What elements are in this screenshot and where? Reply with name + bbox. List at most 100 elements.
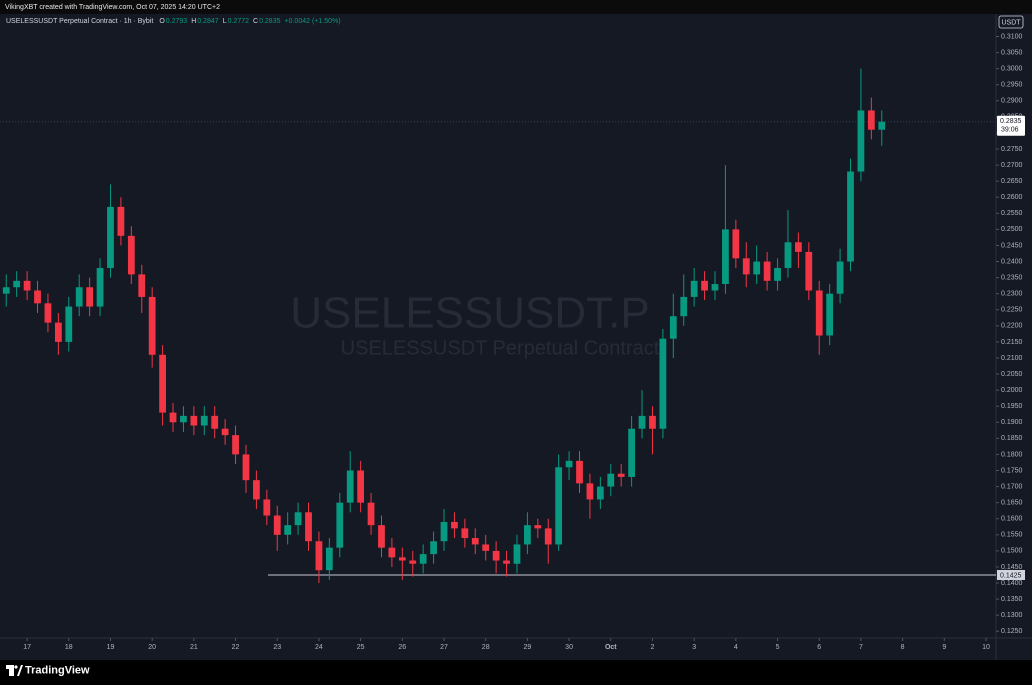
y-tick-label: 0.1700 xyxy=(1001,483,1023,490)
candle-body xyxy=(565,460,573,468)
candle-body xyxy=(617,473,625,477)
candle-body xyxy=(65,306,73,342)
y-tick-label: 0.1550 xyxy=(1001,532,1023,539)
candle-body xyxy=(513,544,521,564)
y-tick-label: 0.1850 xyxy=(1001,435,1023,442)
candle-body xyxy=(878,121,886,130)
candle-body xyxy=(190,415,198,426)
y-tick-label: 0.2700 xyxy=(1001,162,1023,169)
candle-body xyxy=(722,229,729,285)
candle-body xyxy=(13,280,21,288)
y-tick-label: 0.2350 xyxy=(1001,274,1023,281)
candle-body xyxy=(607,473,615,487)
currency-box[interactable] xyxy=(998,15,1024,29)
logo-shape xyxy=(9,665,14,676)
candle-body xyxy=(742,258,750,275)
candle-body xyxy=(117,206,125,236)
x-tick-label: 22 xyxy=(232,644,240,651)
ohlc-key: L xyxy=(223,18,227,25)
x-tick-label: 28 xyxy=(482,644,490,651)
x-tick-label: 29 xyxy=(523,644,531,651)
y-tick-label: 0.1900 xyxy=(1001,419,1023,426)
x-tick-label: 4 xyxy=(734,644,738,651)
candle-body xyxy=(180,415,187,423)
x-tick-label: 8 xyxy=(901,644,905,651)
y-tick-label: 0.3000 xyxy=(1001,65,1023,72)
x-tick-label: 3 xyxy=(692,644,696,651)
y-tick-label: 0.1650 xyxy=(1001,499,1023,506)
x-tick-label: 26 xyxy=(398,644,406,651)
x-tick-label: 19 xyxy=(107,644,115,651)
candle-body xyxy=(440,521,448,542)
ohlc-value: 0.2793 xyxy=(166,18,188,25)
candle-body xyxy=(242,454,250,481)
hline-label-box xyxy=(997,569,1025,580)
y-tick-label: 0.1450 xyxy=(1001,564,1023,571)
y-tick-label: 0.2050 xyxy=(1001,371,1023,378)
candle-body xyxy=(503,560,510,564)
candle-body xyxy=(409,560,417,564)
candle-body xyxy=(659,338,667,429)
candle-body xyxy=(127,235,135,275)
candle-body xyxy=(628,428,636,477)
candle-body xyxy=(75,287,83,307)
last-price-label: 0.2835 xyxy=(1000,118,1022,125)
legend: USELESSUSDT Perpetual Contract · 1h · By… xyxy=(6,18,341,25)
candle-body xyxy=(586,483,594,500)
y-tick-label: 0.2900 xyxy=(1001,98,1023,105)
y-tick-label: 0.1500 xyxy=(1001,548,1023,555)
y-tick-label: 0.3100 xyxy=(1001,33,1023,40)
candle-body xyxy=(253,480,260,500)
y-tick-label: 0.2300 xyxy=(1001,291,1023,298)
candle-body xyxy=(680,296,688,317)
y-tick-label: 0.2650 xyxy=(1001,178,1023,185)
last-price-box xyxy=(997,115,1025,136)
candle-body xyxy=(857,110,865,172)
candle-body xyxy=(576,460,583,484)
ohlc-key: H xyxy=(191,18,196,25)
y-tick-label: 0.1600 xyxy=(1001,516,1023,523)
x-tick-label: 6 xyxy=(817,644,821,651)
y-tick-label: 0.1950 xyxy=(1001,403,1023,410)
candle-body xyxy=(159,354,166,413)
x-tick-label: 21 xyxy=(190,644,198,651)
y-tick-label: 0.2550 xyxy=(1001,210,1023,217)
y-tick-label: 0.2400 xyxy=(1001,258,1023,265)
x-tick-label: 17 xyxy=(23,644,31,651)
candle-body xyxy=(544,528,552,545)
candle-body xyxy=(596,486,604,500)
y-tick-label: 0.2750 xyxy=(1001,146,1023,153)
candle-body xyxy=(284,525,292,535)
legend-symbol: USELESSUSDT Perpetual Contract · 1h · By… xyxy=(6,18,153,25)
watermark-subtitle: USELESSUSDT Perpetual Contract xyxy=(341,337,660,359)
x-tick-label: 18 xyxy=(65,644,73,651)
x-tick-label: Oct xyxy=(605,644,617,651)
candle-body xyxy=(294,512,302,526)
candle-body xyxy=(451,521,458,529)
x-tick-label: 2 xyxy=(651,644,655,651)
candle-body xyxy=(690,280,698,297)
candle-body xyxy=(638,415,646,429)
ohlc-value: 0.2835 xyxy=(259,18,281,25)
top-bar xyxy=(0,0,1032,14)
ohlc-value: 0.2772 xyxy=(228,18,250,25)
candle-body xyxy=(534,525,542,529)
countdown-label: 39:06 xyxy=(1001,127,1019,134)
candle-body xyxy=(200,415,208,426)
candle-body xyxy=(96,267,104,307)
x-tick-label: 20 xyxy=(148,644,156,651)
candle-body xyxy=(805,251,813,291)
hline-label: 0.1425 xyxy=(1000,572,1022,579)
candle-body xyxy=(763,261,771,281)
y-tick-label: 0.1400 xyxy=(1001,580,1023,587)
x-tick-label: 10 xyxy=(982,644,990,651)
candle-body xyxy=(471,538,479,545)
candle-body xyxy=(44,303,52,323)
currency-label[interactable]: USDT xyxy=(1001,19,1021,26)
y-tick-label: 0.2600 xyxy=(1001,194,1023,201)
candle-body xyxy=(169,412,177,423)
candle-body xyxy=(732,229,740,259)
candle-body xyxy=(836,261,844,294)
candle-body xyxy=(325,547,333,571)
